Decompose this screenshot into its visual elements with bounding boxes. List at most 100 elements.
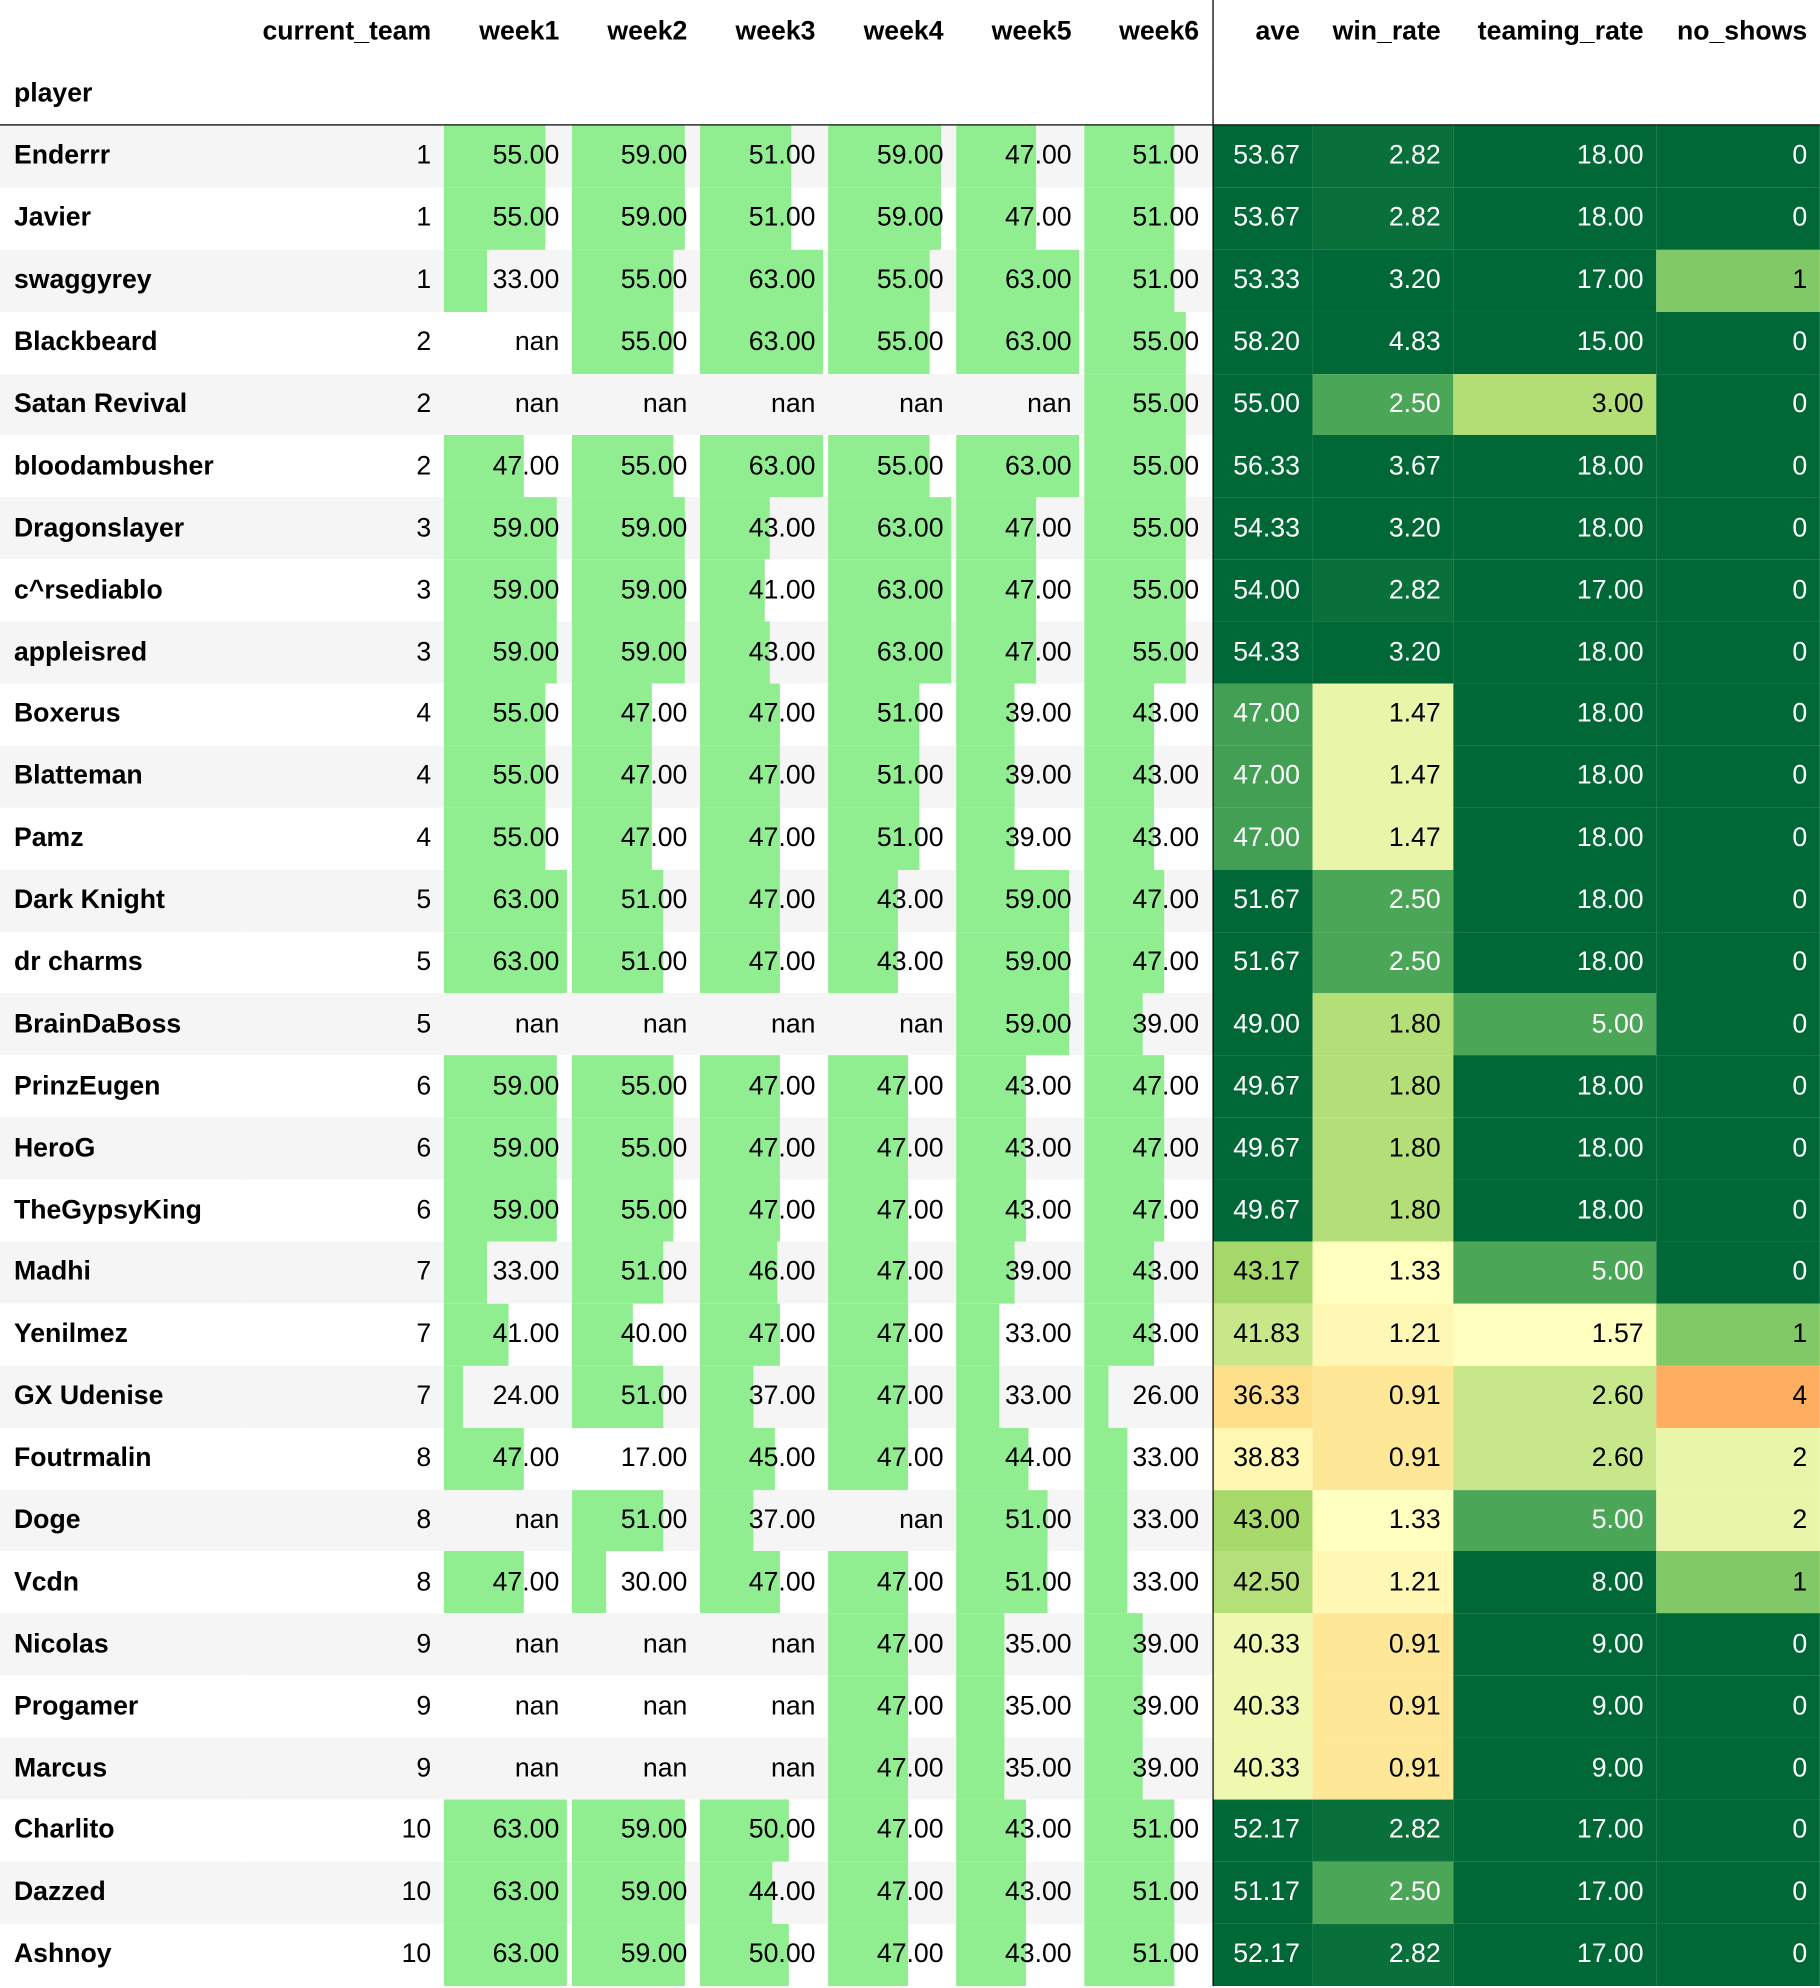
week4-cell: nan — [828, 1489, 957, 1552]
week-value: 39.00 — [1004, 1257, 1072, 1287]
week-value: 47.00 — [1004, 141, 1072, 171]
data-bar — [443, 249, 487, 312]
data-bar — [956, 311, 1080, 374]
week-value: 47.00 — [876, 1071, 944, 1101]
data-bar — [956, 1675, 1005, 1738]
week-value: 47.00 — [1004, 513, 1072, 543]
win-rate-cell: 2.82 — [1312, 1923, 1454, 1986]
no-shows-cell: 1 — [1656, 249, 1820, 312]
week4-cell: 47.00 — [828, 1427, 957, 1490]
data-bar — [1084, 1303, 1154, 1366]
week-value: 63.00 — [1004, 265, 1072, 295]
current-team-cell: 10 — [240, 1923, 444, 1986]
week-value: 63.00 — [748, 451, 816, 481]
week4-cell: 55.00 — [828, 249, 957, 312]
week6-cell: 43.00 — [1084, 1303, 1213, 1366]
current-team-cell: 1 — [240, 249, 444, 312]
week2-cell: 59.00 — [571, 1923, 701, 1986]
win-rate-cell: 2.50 — [1312, 373, 1454, 436]
win-rate-cell: 1.33 — [1312, 1241, 1454, 1304]
data-bar — [700, 745, 781, 808]
current-team-cell: 4 — [240, 745, 444, 808]
week-value: 43.00 — [1004, 1071, 1072, 1101]
table-row: Yenilmez 7 41.00 40.00 47.00 47.00 33.00 43.00 4… — [0, 1303, 1820, 1366]
table-row: Pamz 4 55.00 47.00 47.00 51.00 39.00 43.00 47.00… — [0, 807, 1820, 870]
week1-cell: nan — [443, 1675, 572, 1738]
win-rate-cell: 3.67 — [1312, 435, 1454, 498]
player-name: Dazzed — [0, 1861, 241, 1924]
week-value: 63.00 — [492, 1939, 560, 1969]
week4-cell: nan — [828, 373, 957, 436]
data-bar — [700, 435, 824, 498]
data-bar — [828, 187, 941, 250]
player-name: c^rsediablo — [0, 559, 241, 622]
ave-cell: 40.33 — [1211, 1613, 1313, 1676]
data-bar — [956, 125, 1037, 188]
week-value: 55.00 — [876, 327, 944, 357]
week5-cell: 43.00 — [956, 1861, 1085, 1924]
week4-cell: 47.00 — [828, 1303, 957, 1366]
teaming-rate-cell: 1.57 — [1453, 1303, 1657, 1366]
week3-cell: 47.00 — [700, 1117, 829, 1180]
index-header-row: player — [0, 62, 1820, 126]
week2-cell: nan — [571, 1675, 701, 1738]
ave-cell: 55.00 — [1211, 373, 1313, 436]
week6-cell: 47.00 — [1084, 869, 1213, 932]
data-bar — [956, 1861, 1026, 1924]
data-bar — [1084, 1365, 1109, 1428]
week1-cell: nan — [443, 993, 572, 1056]
data-bar — [443, 1861, 567, 1924]
week-value: 47.00 — [748, 823, 816, 853]
week-value: nan — [771, 1691, 816, 1721]
win-rate-cell: 1.80 — [1312, 1117, 1454, 1180]
week6-cell: 51.00 — [1084, 1799, 1213, 1862]
data-bar — [956, 869, 1069, 932]
no-shows-cell: 0 — [1656, 187, 1820, 250]
data-bar — [700, 497, 770, 560]
ave-cell: 40.33 — [1211, 1675, 1313, 1738]
data-bar — [571, 1799, 685, 1862]
ave-cell: 54.00 — [1211, 559, 1313, 622]
ave-cell: 52.17 — [1211, 1923, 1313, 1986]
week-value: 33.00 — [1004, 1381, 1072, 1411]
data-bar — [1084, 1675, 1143, 1738]
data-bar — [956, 1241, 1016, 1304]
week3-cell: 63.00 — [700, 311, 829, 374]
week-value: 63.00 — [748, 265, 816, 295]
table-row: TheGypsyKing 6 59.00 55.00 47.00 47.00 43.00 47… — [0, 1179, 1820, 1242]
week-value: 59.00 — [1004, 947, 1072, 977]
week-value: 47.00 — [876, 1815, 944, 1845]
data-bar — [956, 1055, 1026, 1118]
ave-cell: 36.33 — [1211, 1365, 1313, 1428]
data-bar — [828, 1799, 909, 1862]
win-rate-cell: 4.83 — [1312, 311, 1454, 374]
table-row: Boxerus 4 55.00 47.00 47.00 51.00 39.00 43.00 47… — [0, 683, 1820, 746]
data-bar — [443, 621, 557, 684]
week4-cell: nan — [828, 993, 957, 1056]
teaming-rate-cell: 18.00 — [1453, 1055, 1657, 1118]
data-bar — [571, 1303, 634, 1366]
player-name: Dark Knight — [0, 869, 241, 932]
data-bar — [700, 1427, 775, 1490]
week3-cell: 63.00 — [700, 435, 829, 498]
data-bar — [443, 1427, 525, 1490]
week-value: 55.00 — [620, 1195, 688, 1225]
current-team-cell: 9 — [240, 1737, 444, 1800]
col-header-week6: week6 — [1084, 0, 1213, 63]
week-value: 51.00 — [1132, 203, 1200, 233]
col-header-current-team: current_team — [240, 0, 444, 63]
week-value: 47.00 — [876, 1629, 944, 1659]
week-value: 39.00 — [1132, 1753, 1200, 1783]
week1-cell: 63.00 — [443, 1861, 572, 1924]
ave-cell: 47.00 — [1211, 683, 1313, 746]
week5-cell: 47.00 — [956, 621, 1085, 684]
week-value: 43.00 — [1132, 699, 1200, 729]
data-bar — [571, 1055, 674, 1118]
data-bar — [700, 1179, 781, 1242]
teaming-rate-cell: 18.00 — [1453, 435, 1657, 498]
week-value: 43.00 — [1004, 1133, 1072, 1163]
win-rate-cell: 1.80 — [1312, 1055, 1454, 1118]
data-bar — [1084, 1427, 1127, 1490]
week-value: 47.00 — [876, 1753, 944, 1783]
ave-cell: 53.67 — [1211, 187, 1313, 250]
